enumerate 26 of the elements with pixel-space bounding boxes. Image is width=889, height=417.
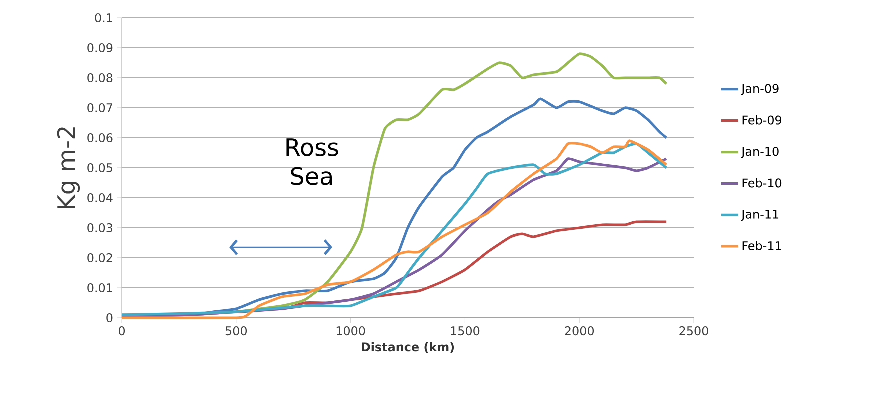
x-tick-label: 500 <box>226 326 248 336</box>
y-tick-label: 0.01 <box>88 283 112 293</box>
y-tick-label: 0.07 <box>88 103 112 113</box>
x-tick-label: 2500 <box>680 326 708 336</box>
legend-label: Feb-10 <box>742 178 782 188</box>
x-tick-label: 1500 <box>451 326 480 336</box>
y-tick-label: 0.02 <box>88 253 112 263</box>
legend-label: Feb-09 <box>742 116 782 125</box>
y-tick-label: 0.04 <box>88 193 113 203</box>
legend-label: Jan-09 <box>741 84 779 96</box>
y-tick-label: 0.08 <box>88 73 113 83</box>
y-axis-title: Kg m-2 <box>57 128 80 208</box>
y-tick-label: 0.06 <box>88 133 113 143</box>
annotation: Ross Sea <box>286 138 338 186</box>
legend-label: Jan-11 <box>741 210 779 222</box>
y-tick-label: 0.03 <box>88 223 113 233</box>
x-tick-label: 2000 <box>565 326 594 336</box>
y-tick-label: 0.05 <box>88 163 112 173</box>
x-tick-label: 1000 <box>336 326 366 336</box>
y-tick-label: 0.09 <box>88 43 113 53</box>
x-tick-label: 0 <box>118 326 126 336</box>
legend-label: Jan-10 <box>741 147 779 158</box>
legend-label: Feb-11 <box>742 241 782 250</box>
x-axis-title: Distance (km) <box>362 342 454 354</box>
y-tick-label: 0 <box>106 313 113 323</box>
y-tick-label: 0.1 <box>95 13 112 23</box>
